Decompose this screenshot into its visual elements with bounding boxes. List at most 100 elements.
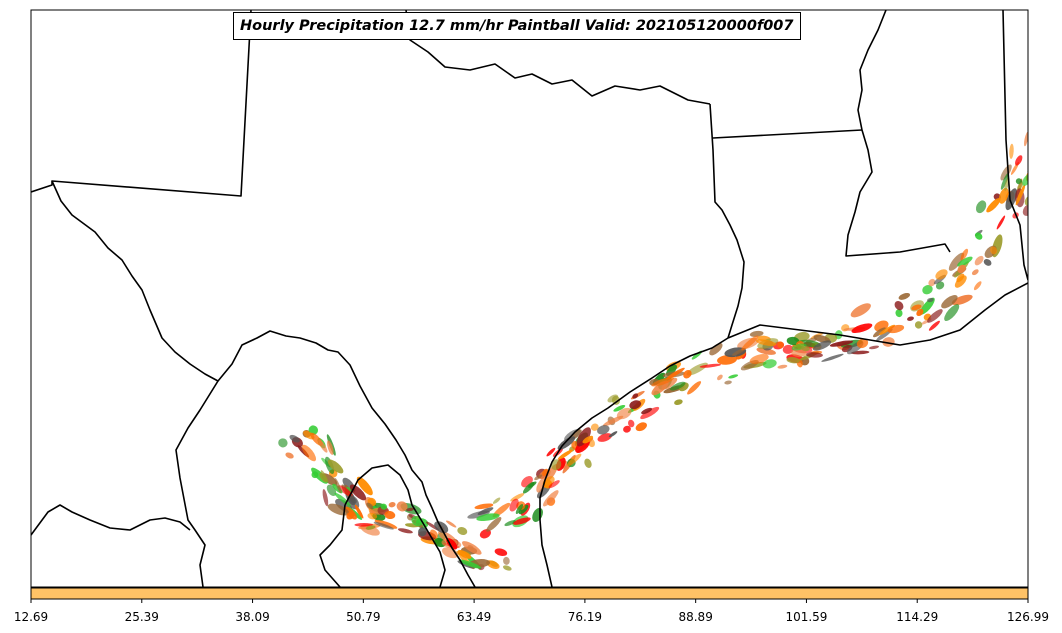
precip-blob [786, 336, 800, 346]
precip-blob [669, 381, 686, 391]
precip-blob [1031, 173, 1039, 182]
precip-blob [582, 435, 594, 444]
precip-blob [1029, 150, 1043, 167]
colorbar [30, 587, 1029, 600]
colorbar-ticks [30, 599, 1029, 603]
colorbar-tick-label: 101.59 [785, 610, 828, 624]
precip-blob [749, 330, 764, 337]
mississippi-river [857, 10, 887, 131]
precip-blob [907, 316, 914, 321]
precip-blob [566, 453, 582, 467]
precip-blob [457, 527, 468, 535]
nm-tx-boundary [31, 10, 252, 197]
red-river [405, 10, 711, 105]
precip-blob [1005, 188, 1018, 211]
precip-blob [1015, 155, 1023, 166]
colorbar-tick-label: 12.69 [13, 610, 49, 624]
louisiana-coast [727, 282, 1028, 346]
texas-coast [539, 337, 729, 587]
precip-blob [850, 303, 871, 318]
precip-blob [486, 517, 502, 532]
precip-blob [954, 275, 967, 288]
precip-blob [502, 565, 512, 571]
precip-blob [301, 444, 317, 462]
precip-blob [459, 559, 482, 569]
precip-blob [957, 256, 973, 267]
precip-blob [983, 258, 992, 266]
precip-blob [928, 320, 940, 331]
precip-blob [927, 297, 934, 303]
precip-blob [699, 363, 721, 368]
precip-blob [974, 255, 984, 266]
precip-blob [948, 252, 965, 271]
precip-blob [366, 502, 374, 510]
precip-blob [548, 480, 560, 489]
precip-blob [651, 380, 669, 396]
precip-blob [1017, 182, 1024, 190]
precip-blob [611, 395, 621, 405]
precip-blob [935, 269, 948, 280]
precip-blob [629, 400, 642, 410]
precip-blob [396, 501, 408, 512]
precip-blob [380, 503, 388, 510]
sabine-river [709, 103, 745, 339]
precip-blob [457, 550, 472, 559]
precip-blob [898, 292, 911, 300]
precip-blob [974, 232, 983, 240]
colorbar-tick-label: 126.99 [1007, 610, 1049, 624]
precip-blob [717, 374, 723, 381]
colorbar-tick-label: 63.49 [456, 610, 492, 624]
precip-blob [446, 520, 457, 528]
texas-boundary [51, 180, 476, 587]
map-area [31, 10, 1051, 587]
precip-blob [518, 504, 529, 515]
precip-blob [641, 407, 653, 415]
precip-blob [503, 556, 510, 565]
precip-blob [509, 498, 519, 512]
precip-blob [285, 452, 294, 459]
precip-blob [894, 300, 904, 311]
precip-blob [354, 504, 364, 519]
precip-blob [597, 433, 613, 442]
precip-blob [494, 548, 508, 557]
precip-blob [812, 340, 832, 351]
precip-blob [1000, 173, 1009, 190]
precip-blob [278, 438, 288, 448]
precip-blob [289, 434, 300, 443]
precip-blob [895, 309, 903, 318]
precip-blob [821, 353, 844, 362]
precip-blob [960, 248, 969, 261]
precip-blob [951, 294, 973, 306]
precip-blob [462, 541, 482, 555]
precip-blob [728, 374, 739, 379]
precip-blob [474, 503, 494, 510]
precip-blob [430, 529, 438, 539]
boundary-lines [31, 10, 1028, 587]
precip-blob [777, 364, 788, 369]
chart-title-box: Hourly Precipitation 12.7 mm/hr Paintbal… [233, 12, 801, 40]
precip-blob [322, 489, 329, 507]
precip-blob [334, 478, 342, 494]
precip-blob [640, 406, 660, 420]
precip-blob [868, 345, 880, 350]
precip-blob [320, 470, 329, 483]
precip-blob [911, 304, 922, 311]
precip-blob [683, 369, 692, 379]
precip-blob [856, 338, 869, 349]
precip-blob [882, 337, 895, 347]
precip-blob [388, 502, 396, 508]
colorbar-tick-label: 38.09 [235, 610, 270, 624]
precip-blob [1039, 174, 1051, 194]
mississippi-alabama-boundary [1002, 10, 1028, 281]
precip-blob [756, 347, 776, 355]
precip-blob [674, 399, 683, 406]
precip-blob [717, 355, 737, 365]
mexico-state-boundary-2 [31, 504, 191, 536]
colorbar-tick-label: 76.19 [567, 610, 603, 624]
precip-blob [922, 285, 933, 295]
precip-blob [651, 377, 674, 387]
colorbar-tick-label: 25.39 [124, 610, 159, 624]
precip-blob [806, 352, 823, 358]
precip-blob [632, 393, 639, 399]
precip-blob [550, 459, 562, 471]
